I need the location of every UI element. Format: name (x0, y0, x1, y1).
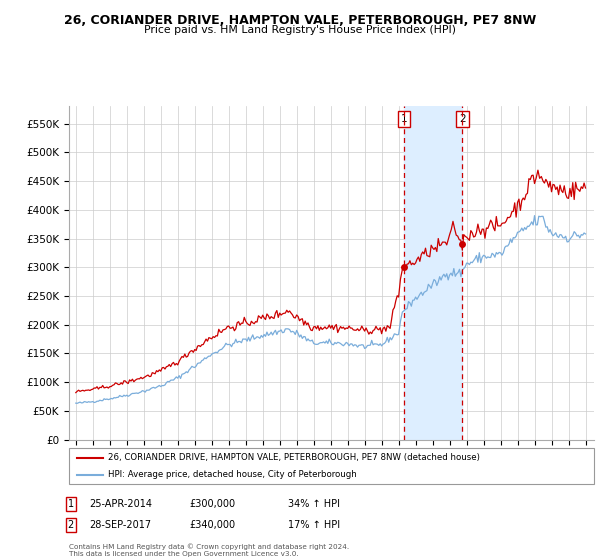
Text: Price paid vs. HM Land Registry's House Price Index (HPI): Price paid vs. HM Land Registry's House … (144, 25, 456, 35)
Text: HPI: Average price, detached house, City of Peterborough: HPI: Average price, detached house, City… (109, 470, 357, 479)
Text: £300,000: £300,000 (189, 499, 235, 509)
Text: 28-SEP-2017: 28-SEP-2017 (89, 520, 151, 530)
Text: 25-APR-2014: 25-APR-2014 (89, 499, 152, 509)
Text: 17% ↑ HPI: 17% ↑ HPI (288, 520, 340, 530)
Text: £340,000: £340,000 (189, 520, 235, 530)
Text: Contains HM Land Registry data © Crown copyright and database right 2024.
This d: Contains HM Land Registry data © Crown c… (69, 543, 349, 557)
Bar (404, 106, 463, 440)
Text: 2: 2 (459, 114, 466, 124)
Text: 26, CORIANDER DRIVE, HAMPTON VALE, PETERBOROUGH, PE7 8NW (detached house): 26, CORIANDER DRIVE, HAMPTON VALE, PETER… (109, 454, 480, 463)
Text: 34% ↑ HPI: 34% ↑ HPI (288, 499, 340, 509)
Text: 2: 2 (68, 520, 74, 530)
FancyBboxPatch shape (69, 448, 594, 484)
Text: 1: 1 (68, 499, 74, 509)
Text: 1: 1 (401, 114, 407, 124)
Text: 26, CORIANDER DRIVE, HAMPTON VALE, PETERBOROUGH, PE7 8NW: 26, CORIANDER DRIVE, HAMPTON VALE, PETER… (64, 14, 536, 27)
